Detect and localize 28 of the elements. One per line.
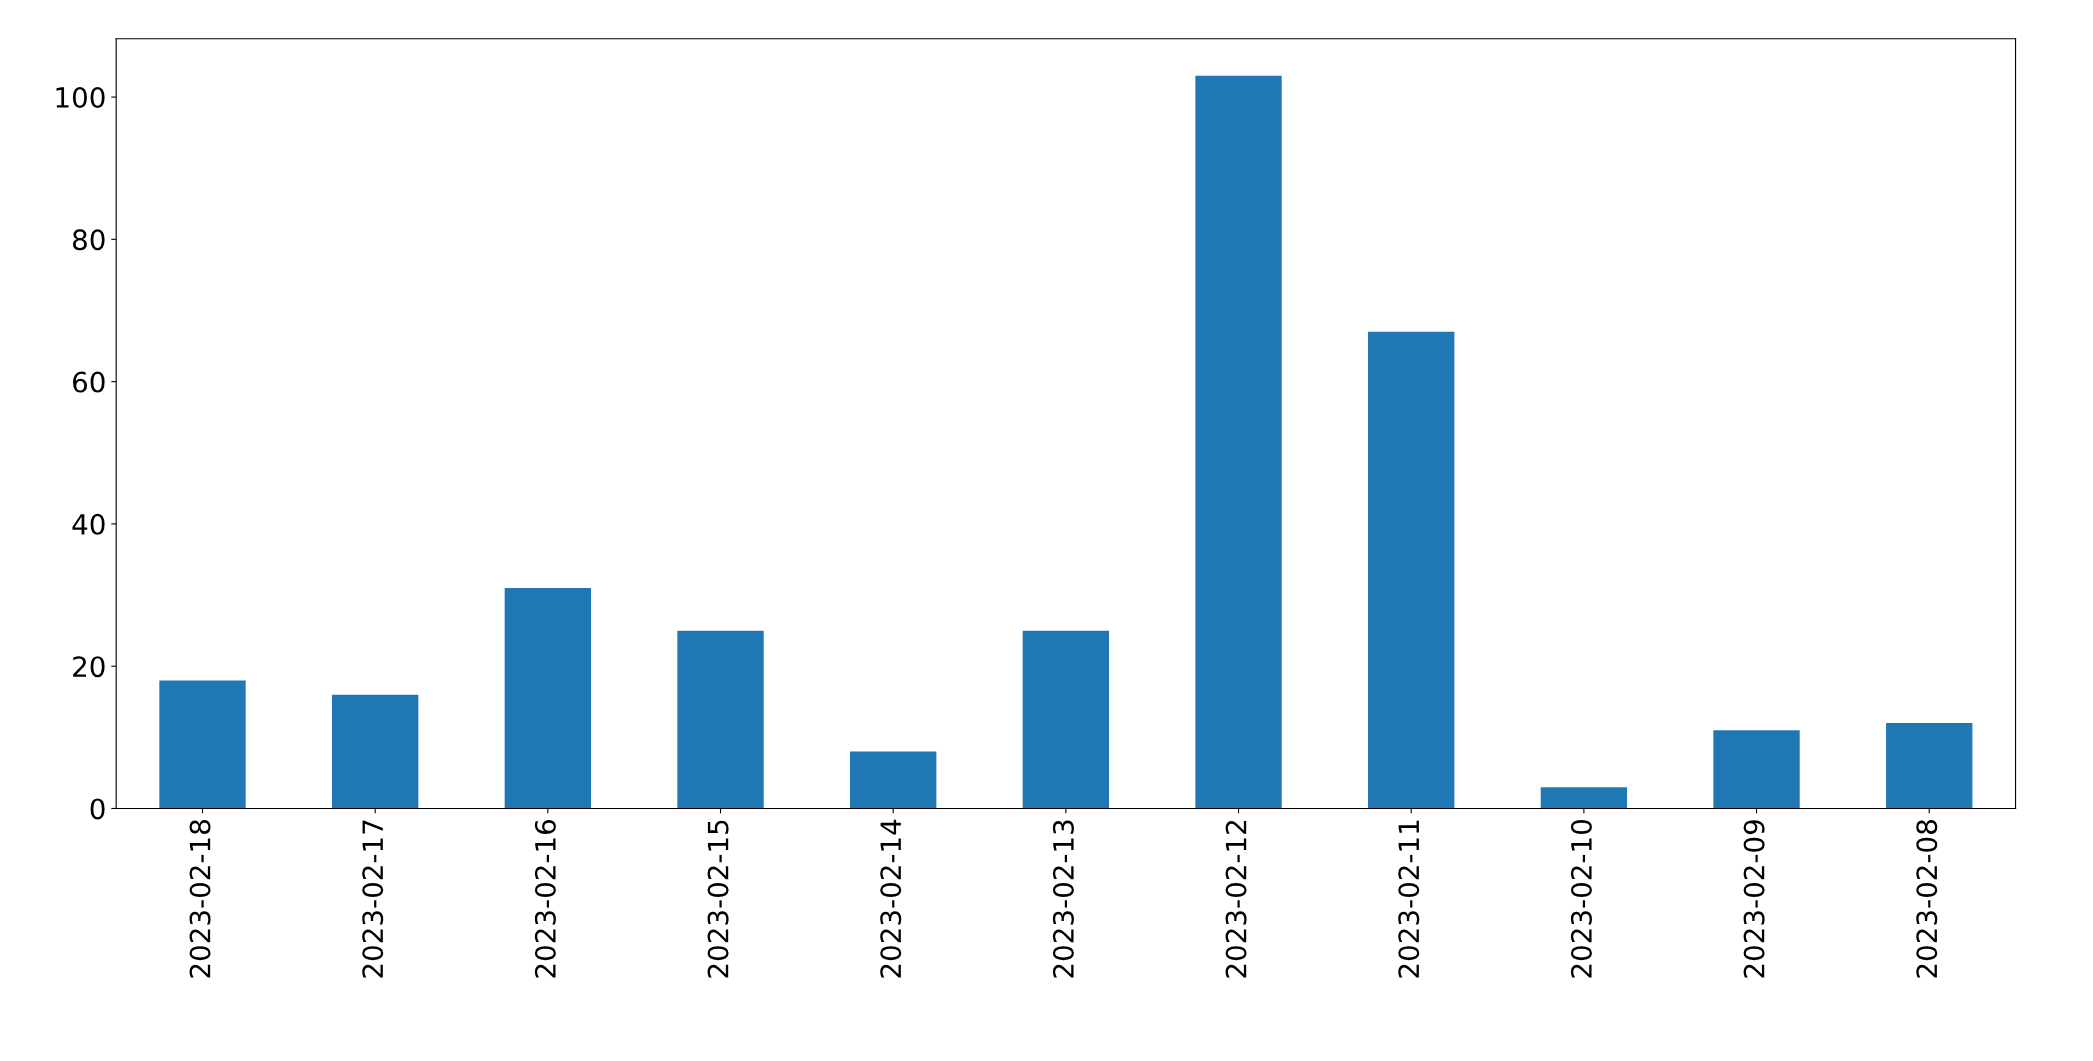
bar xyxy=(850,751,937,809)
x-tick-label: 2023-02-14 xyxy=(880,819,902,978)
x-tick-label: 2023-02-13 xyxy=(1052,820,1074,978)
bar xyxy=(1713,730,1800,809)
bar xyxy=(1368,331,1455,809)
bar xyxy=(504,587,592,809)
bar xyxy=(677,630,764,809)
x-tick-label: 2023-02-17 xyxy=(362,820,384,978)
x-tick-label: 2023-02-09 xyxy=(1743,820,1765,978)
bar xyxy=(1886,723,1973,809)
bar xyxy=(159,680,246,809)
x-tick-label: 2023-02-08 xyxy=(1916,820,1938,978)
y-tick-label: 40 xyxy=(72,513,105,535)
bar xyxy=(1540,787,1628,809)
y-tick-label: 0 xyxy=(90,798,105,820)
x-tick-label: 2023-02-18 xyxy=(189,820,211,978)
x-tick-label: 2023-02-11 xyxy=(1398,820,1420,978)
x-tick-label: 2023-02-15 xyxy=(707,820,729,978)
bar xyxy=(1022,630,1110,809)
x-tick-label: 2023-02-10 xyxy=(1570,820,1592,978)
x-tick-label: 2023-02-16 xyxy=(534,819,556,978)
x-tick-label: 2023-02-12 xyxy=(1225,820,1247,978)
y-tick-label: 80 xyxy=(72,229,105,251)
bar xyxy=(332,694,419,809)
y-tick-label: 60 xyxy=(73,371,105,393)
y-tick-label: 20 xyxy=(73,656,105,678)
y-tick-label: 100 xyxy=(56,87,105,109)
bar xyxy=(1195,75,1282,809)
